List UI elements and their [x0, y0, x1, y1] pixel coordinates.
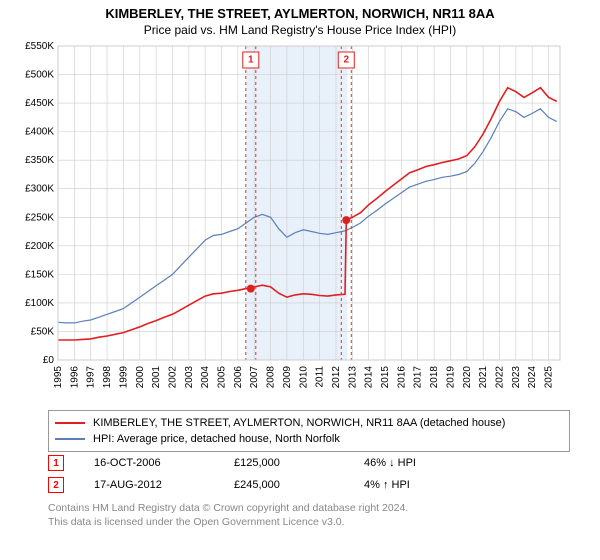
- svg-text:£50K: £50K: [31, 326, 55, 337]
- svg-text:1999: 1999: [118, 366, 129, 389]
- svg-text:2005: 2005: [217, 366, 228, 389]
- svg-text:2003: 2003: [184, 366, 195, 389]
- sale-date-2: 17-AUG-2012: [94, 479, 204, 491]
- svg-text:2019: 2019: [445, 366, 456, 389]
- svg-text:£300K: £300K: [25, 184, 54, 195]
- svg-text:£250K: £250K: [25, 212, 54, 223]
- footer-line-2: This data is licensed under the Open Gov…: [48, 516, 345, 528]
- legend-label-price: KIMBERLEY, THE STREET, AYLMERTON, NORWIC…: [93, 415, 505, 431]
- svg-text:£400K: £400K: [25, 127, 54, 138]
- svg-text:2013: 2013: [347, 366, 358, 389]
- svg-text:2008: 2008: [266, 366, 277, 389]
- legend-row-price: KIMBERLEY, THE STREET, AYLMERTON, NORWIC…: [55, 415, 563, 431]
- sale-date-1: 16-OCT-2006: [94, 457, 204, 469]
- legend-swatch-hpi: [55, 438, 85, 440]
- sale-price-1: £125,000: [234, 457, 334, 469]
- svg-text:2007: 2007: [249, 366, 260, 389]
- svg-text:2018: 2018: [429, 366, 440, 389]
- svg-text:2020: 2020: [462, 366, 473, 389]
- svg-text:1998: 1998: [102, 366, 113, 389]
- svg-text:£200K: £200K: [25, 241, 54, 252]
- svg-text:£150K: £150K: [25, 269, 54, 280]
- svg-text:2023: 2023: [511, 366, 522, 389]
- legend-label-hpi: HPI: Average price, detached house, Nort…: [93, 431, 340, 447]
- chart-area: £0 £50K £100K £150K £200K £250K £300K £350K £400…: [10, 40, 570, 400]
- svg-text:2014: 2014: [364, 366, 375, 389]
- sale-row-1: 1 16-OCT-2006 £125,000 46% ↓ HPI: [48, 452, 570, 474]
- legend-swatch-price: [55, 422, 85, 424]
- svg-text:£350K: £350K: [25, 155, 54, 166]
- svg-text:2017: 2017: [413, 366, 424, 389]
- svg-text:2001: 2001: [151, 366, 162, 389]
- chart-subtitle: Price paid vs. HM Land Registry's House …: [0, 21, 600, 41]
- svg-text:2021: 2021: [478, 366, 489, 389]
- svg-text:2016: 2016: [396, 366, 407, 389]
- svg-text:2002: 2002: [167, 366, 178, 389]
- sales-table: 1 16-OCT-2006 £125,000 46% ↓ HPI 2 17-AU…: [48, 452, 570, 496]
- svg-text:1996: 1996: [69, 366, 80, 389]
- sale-diff-2: 4% ↑ HPI: [364, 479, 484, 491]
- svg-text:2: 2: [344, 55, 350, 66]
- footer-line-1: Contains HM Land Registry data © Crown c…: [48, 502, 408, 514]
- svg-text:2010: 2010: [298, 366, 309, 389]
- svg-text:1: 1: [248, 55, 254, 66]
- svg-text:1995: 1995: [53, 366, 64, 389]
- legend: KIMBERLEY, THE STREET, AYLMERTON, NORWIC…: [48, 410, 570, 452]
- svg-text:£450K: £450K: [25, 98, 54, 109]
- sale-row-2: 2 17-AUG-2012 £245,000 4% ↑ HPI: [48, 474, 570, 496]
- svg-text:2012: 2012: [331, 366, 342, 389]
- sale-diff-1: 46% ↓ HPI: [364, 457, 484, 469]
- svg-text:£0: £0: [43, 355, 55, 366]
- svg-text:2011: 2011: [315, 366, 326, 388]
- svg-text:2022: 2022: [494, 366, 505, 389]
- svg-text:2004: 2004: [200, 366, 211, 389]
- svg-text:2015: 2015: [380, 366, 391, 389]
- legend-row-hpi: HPI: Average price, detached house, Nort…: [55, 431, 563, 447]
- svg-text:2000: 2000: [135, 366, 146, 389]
- chart-title: KIMBERLEY, THE STREET, AYLMERTON, NORWIC…: [0, 0, 600, 21]
- svg-text:£500K: £500K: [25, 70, 54, 81]
- sale-price-2: £245,000: [234, 479, 334, 491]
- svg-text:£100K: £100K: [25, 298, 54, 309]
- svg-text:£550K: £550K: [25, 41, 54, 52]
- svg-text:2024: 2024: [527, 366, 538, 389]
- sale-marker-2-icon: 2: [48, 477, 64, 493]
- svg-text:2025: 2025: [544, 366, 555, 389]
- svg-text:1997: 1997: [86, 366, 97, 389]
- svg-text:2006: 2006: [233, 366, 244, 389]
- svg-text:2009: 2009: [282, 366, 293, 389]
- sale-marker-1-icon: 1: [48, 455, 64, 471]
- footer-attribution: Contains HM Land Registry data © Crown c…: [48, 502, 570, 529]
